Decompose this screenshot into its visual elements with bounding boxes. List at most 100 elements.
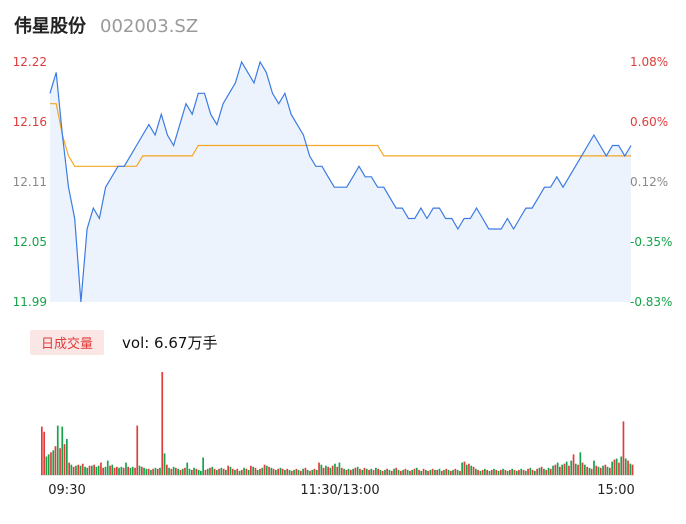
volume-bar: [72, 466, 75, 475]
volume-bar: [77, 464, 80, 475]
volume-bar: [113, 467, 116, 475]
volume-bar: [595, 465, 598, 475]
volume-bar: [452, 469, 454, 476]
volume-bar: [75, 465, 77, 475]
stock-code: 002003.SZ: [100, 16, 199, 37]
volume-bar: [629, 463, 632, 475]
volume-bar: [277, 468, 279, 475]
volume-bar: [79, 465, 82, 475]
volume-bar: [202, 457, 204, 475]
volume-bar: [59, 448, 61, 475]
volume-bar: [561, 464, 563, 475]
volume-period-tag[interactable]: 日成交量: [30, 329, 105, 355]
y-left-tick-label: 12.22: [13, 55, 47, 69]
title-row: 伟星股份 002003.SZ: [14, 12, 198, 40]
volume-bar: [331, 465, 334, 475]
volume-bar: [597, 466, 600, 475]
volume-bar: [147, 468, 150, 475]
volume-bar: [599, 467, 602, 475]
volume-bar: [325, 465, 327, 475]
volume-bar: [238, 470, 241, 475]
volume-bar: [220, 467, 223, 475]
x-tick-label: 11:30/13:00: [300, 483, 379, 498]
volume-bar: [41, 426, 43, 475]
volume-bar: [68, 462, 70, 475]
volume-bar: [281, 468, 284, 475]
y-left-tick-label: 12.05: [13, 235, 47, 249]
volume-bar: [388, 469, 391, 476]
volume-bar: [386, 468, 388, 475]
volume-bar: [461, 462, 463, 475]
volume-bar: [515, 470, 518, 475]
y-right-tick-label: 0.12%: [630, 175, 668, 189]
volume-bar: [234, 469, 236, 476]
volume-bar: [618, 462, 620, 475]
volume-bar: [552, 465, 554, 475]
volume-bar: [256, 469, 259, 476]
volume-bar: [574, 463, 577, 475]
volume-bar: [404, 468, 407, 475]
volume-bar: [243, 467, 245, 475]
volume-bar: [47, 454, 50, 475]
volume-bar: [177, 468, 179, 475]
volume-bar: [254, 467, 257, 475]
volume-bar: [581, 462, 584, 475]
volume-bar: [588, 467, 591, 475]
volume-bar: [145, 468, 148, 475]
volume-bar: [454, 468, 457, 475]
volume-bar: [347, 468, 350, 475]
stock-name: 伟星股份: [14, 16, 86, 37]
volume-bar: [429, 469, 432, 476]
volume-bar: [368, 469, 370, 476]
volume-bar: [315, 469, 318, 476]
volume-bar: [290, 470, 293, 475]
volume-bar: [93, 464, 95, 475]
volume-bar: [447, 469, 450, 476]
volume-bar: [520, 468, 523, 475]
volume-bar: [240, 469, 243, 476]
volume-bar: [615, 458, 618, 475]
volume-bar: [372, 469, 375, 476]
volume-bar: [463, 461, 466, 475]
volume-bar: [427, 470, 429, 475]
volume-bar: [265, 465, 268, 475]
volume-bar: [91, 465, 93, 475]
volume-bar: [554, 464, 557, 475]
volume-bar: [518, 469, 520, 476]
volume-bar: [97, 465, 100, 475]
volume-bar: [470, 465, 473, 475]
volume-bar: [311, 469, 314, 476]
price-line: [49, 60, 632, 303]
volume-bar: [609, 467, 611, 475]
y-left-tick-label: 12.11: [13, 175, 47, 189]
volume-bar: [361, 469, 364, 476]
volume-bar: [370, 468, 373, 475]
volume-bar: [472, 466, 475, 475]
volume-bar: [263, 464, 266, 475]
volume-bar: [445, 468, 448, 475]
volume-bar: [86, 467, 89, 475]
volume-bar: [411, 469, 413, 476]
volume-bar: [136, 425, 139, 475]
volume-bar: [309, 470, 311, 475]
volume-bar: [486, 469, 488, 476]
volume-bar: [627, 460, 629, 475]
volume-bar: [395, 467, 398, 475]
volume-bar: [50, 452, 52, 475]
volume-bar: [431, 468, 434, 475]
volume-bar: [509, 469, 511, 476]
volume-bar: [524, 470, 527, 475]
volume-bar: [440, 470, 443, 475]
volume-bar: [134, 467, 136, 475]
volume-bar: [150, 469, 152, 476]
volume-bar: [488, 470, 491, 475]
volume-bar: [120, 466, 123, 475]
volume-bar: [415, 467, 418, 475]
volume-bar: [193, 467, 195, 475]
y-right-tick-label: -0.35%: [630, 235, 672, 249]
volume-bar: [379, 469, 382, 476]
volume-bar: [297, 469, 300, 476]
volume-bar: [245, 468, 248, 475]
volume-bar: [390, 470, 393, 475]
volume-bar: [450, 470, 452, 475]
